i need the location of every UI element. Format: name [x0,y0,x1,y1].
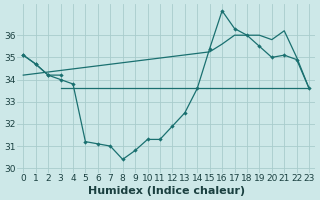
X-axis label: Humidex (Indice chaleur): Humidex (Indice chaleur) [88,186,245,196]
